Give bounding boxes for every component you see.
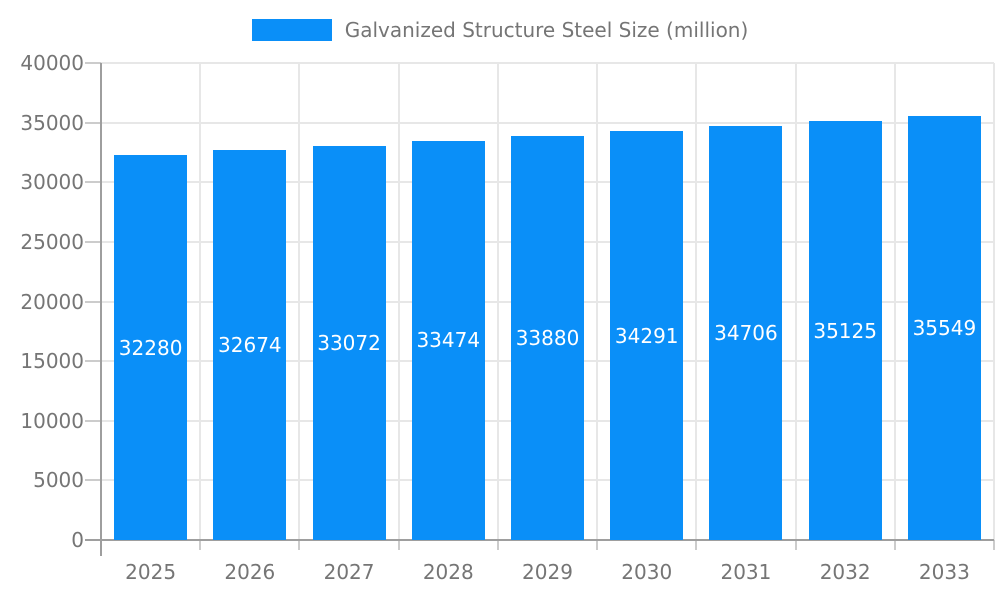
bar-value-label: 33880 — [515, 325, 580, 350]
x-tick-label: 2026 — [224, 560, 276, 584]
y-axis-tick — [85, 419, 101, 422]
x-gridline — [298, 63, 301, 540]
bar-2033[interactable] — [907, 116, 981, 540]
x-tick-label: 2028 — [422, 560, 474, 584]
x-axis-tick — [794, 540, 797, 550]
bar-2029[interactable] — [511, 135, 584, 540]
y-axis-tick — [85, 360, 101, 363]
y-axis-tick — [85, 62, 101, 64]
y-axis-tick — [85, 181, 101, 184]
bar-2031[interactable] — [709, 126, 783, 540]
x-tick-label: 2027 — [323, 560, 375, 584]
y-tick-label: 0 — [71, 528, 84, 552]
x-tick-label: 2031 — [720, 560, 772, 584]
x-axis-tick — [695, 540, 698, 550]
bar-value-label: 33474 — [416, 328, 481, 353]
x-gridline — [993, 63, 995, 540]
y-tick-label: 35000 — [20, 110, 84, 135]
y-axis-tick — [85, 240, 101, 243]
y-tick-label: 10000 — [20, 408, 84, 433]
x-gridline — [893, 63, 896, 540]
y-tick-label: 25000 — [20, 229, 84, 254]
x-gridline — [397, 63, 400, 540]
bar-value-label: 34291 — [614, 323, 679, 348]
y-tick-label: 40000 — [20, 51, 84, 75]
x-tick-label: 2029 — [522, 560, 573, 584]
x-axis-tick — [496, 540, 499, 550]
bar-value-label: 32674 — [218, 333, 282, 358]
x-axis-tick — [993, 540, 995, 550]
bar-value-label: 35549 — [912, 316, 977, 341]
legend-item[interactable]: Galvanized Structure Steel Size (million… — [0, 18, 1000, 42]
x-gridline — [496, 63, 499, 540]
y-tick-label: 20000 — [20, 289, 84, 314]
y-gridline — [101, 121, 994, 124]
x-axis-tick — [199, 540, 202, 550]
bar-2028[interactable] — [411, 140, 485, 540]
bar-value-label: 34706 — [714, 321, 778, 346]
x-axis-tick — [298, 540, 301, 550]
bar-2027[interactable] — [312, 145, 386, 540]
x-axis-tick — [397, 540, 400, 550]
bar-value-label: 33072 — [317, 330, 381, 355]
x-gridline — [695, 63, 698, 540]
bar-2026[interactable] — [213, 150, 287, 540]
y-axis-tick — [85, 121, 101, 124]
legend-label: Galvanized Structure Steel Size (million… — [344, 18, 749, 42]
y-axis-line — [100, 63, 102, 556]
x-gridline — [199, 63, 202, 540]
bar-value-label: 35125 — [813, 318, 877, 343]
legend-swatch — [251, 19, 332, 41]
bar-2030[interactable] — [610, 131, 684, 540]
x-axis-tick — [893, 540, 896, 550]
bar-2025[interactable] — [114, 155, 188, 540]
x-tick-label: 2030 — [621, 560, 673, 584]
x-tick-label: 2025 — [125, 560, 177, 584]
x-axis-line — [85, 539, 994, 541]
y-axis-tick — [85, 300, 101, 303]
bar-2032[interactable] — [808, 121, 882, 540]
y-tick-label: 30000 — [20, 170, 84, 195]
x-gridline — [596, 63, 599, 540]
y-tick-label: 5000 — [33, 468, 84, 493]
y-gridline — [101, 62, 994, 64]
bar-value-label: 32280 — [118, 335, 183, 360]
y-tick-label: 15000 — [20, 349, 84, 374]
x-tick-label: 2032 — [819, 560, 871, 584]
x-gridline — [794, 63, 797, 540]
x-tick-label: 2033 — [918, 560, 970, 584]
x-axis-tick — [596, 540, 599, 550]
y-axis-tick — [85, 479, 101, 482]
